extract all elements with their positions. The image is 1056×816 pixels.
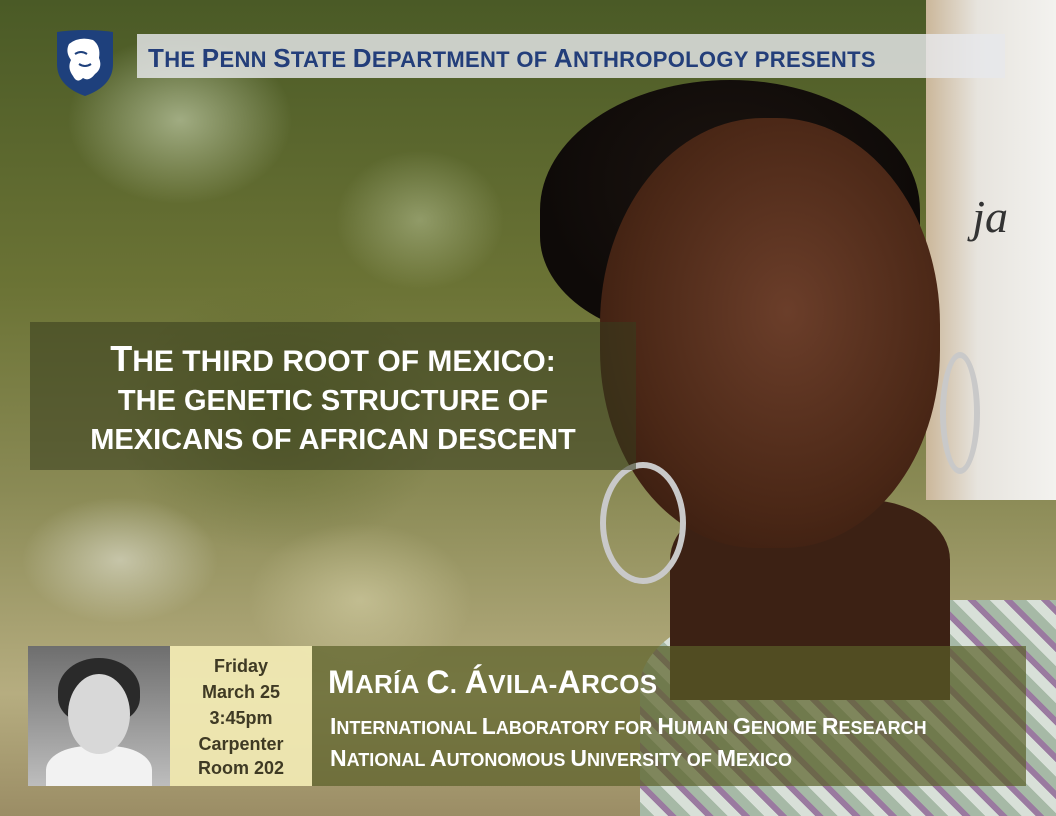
department-presents-heading: THE PENN STATE DEPARTMENT OF ANTHROPOLOG… bbox=[148, 43, 876, 74]
presents-text: THE PENN STATE DEPARTMENT OF ANTHROPOLOG… bbox=[148, 43, 876, 73]
event-time: 3:45pm bbox=[209, 708, 273, 728]
talk-title-line-2: THE GENETIC STRUCTURE OF bbox=[117, 385, 549, 417]
event-day: Friday bbox=[213, 656, 269, 676]
event-date: March 25 bbox=[201, 682, 281, 702]
speaker-affiliation-line-1: INTERNATIONAL LABORATORY FOR HUMAN GENOM… bbox=[330, 713, 927, 739]
speaker-photo bbox=[28, 646, 170, 786]
event-building: Carpenter bbox=[198, 734, 284, 754]
speaker-name: MARÍA C. ÁVILA-ARCOS bbox=[328, 664, 658, 700]
speaker-affiliation-line-2: NATIONAL AUTONOMOUS UNIVERSITY OF MEXICO bbox=[330, 745, 793, 771]
title-band bbox=[30, 322, 636, 470]
talk-title-line-1: THE THIRD ROOT OF MEXICO: bbox=[110, 338, 556, 379]
event-room: Room 202 bbox=[197, 758, 285, 778]
talk-title-line-3: MEXICANS OF AFRICAN DESCENT bbox=[90, 424, 576, 456]
speaker-info-box bbox=[312, 646, 1026, 786]
hoop-earring-right bbox=[940, 352, 980, 474]
nittany-lion-shield-icon bbox=[57, 30, 113, 96]
hoop-earring-left bbox=[600, 462, 686, 584]
wall-graffiti: ja bbox=[972, 191, 1008, 242]
header-band bbox=[137, 34, 1005, 78]
event-details-box bbox=[170, 646, 312, 786]
